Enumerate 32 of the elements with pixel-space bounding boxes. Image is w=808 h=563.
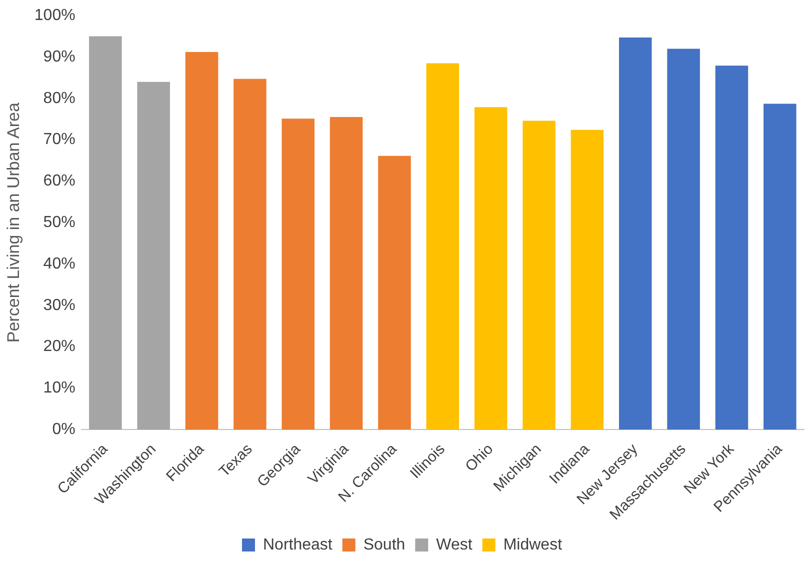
bar bbox=[764, 104, 796, 430]
legend-label: Midwest bbox=[503, 536, 563, 554]
bar bbox=[570, 130, 604, 430]
bar bbox=[667, 48, 700, 430]
bar bbox=[330, 117, 363, 430]
legend-label: Northeast bbox=[262, 536, 333, 554]
bar bbox=[715, 66, 748, 430]
y-tick-label: 90% bbox=[43, 48, 76, 66]
y-tick-label: 10% bbox=[43, 380, 76, 397]
legend-label: West bbox=[436, 536, 473, 554]
bar bbox=[618, 38, 652, 430]
y-tick-label: 80% bbox=[43, 90, 76, 107]
bar bbox=[426, 63, 460, 430]
x-tick-label: Ohio bbox=[462, 440, 497, 476]
bar bbox=[378, 156, 411, 430]
bar bbox=[89, 36, 122, 430]
y-tick-label: 50% bbox=[43, 214, 76, 231]
legend-label: South bbox=[363, 536, 406, 554]
bar bbox=[137, 82, 170, 430]
y-tick-label: 60% bbox=[43, 172, 76, 190]
y-tick-label: 70% bbox=[43, 131, 76, 148]
bar bbox=[282, 118, 315, 430]
y-tick-label: 0% bbox=[52, 420, 76, 438]
bar bbox=[474, 107, 508, 430]
y-axis-title: Percent Living in an Urban Area bbox=[4, 102, 23, 343]
bar bbox=[185, 52, 218, 430]
y-tick-label: 40% bbox=[43, 255, 76, 272]
y-tick-label: 20% bbox=[43, 338, 76, 356]
y-tick-label: 30% bbox=[43, 296, 76, 314]
bar bbox=[522, 120, 556, 430]
bar bbox=[234, 78, 266, 430]
y-tick-label: 100% bbox=[34, 7, 76, 24]
